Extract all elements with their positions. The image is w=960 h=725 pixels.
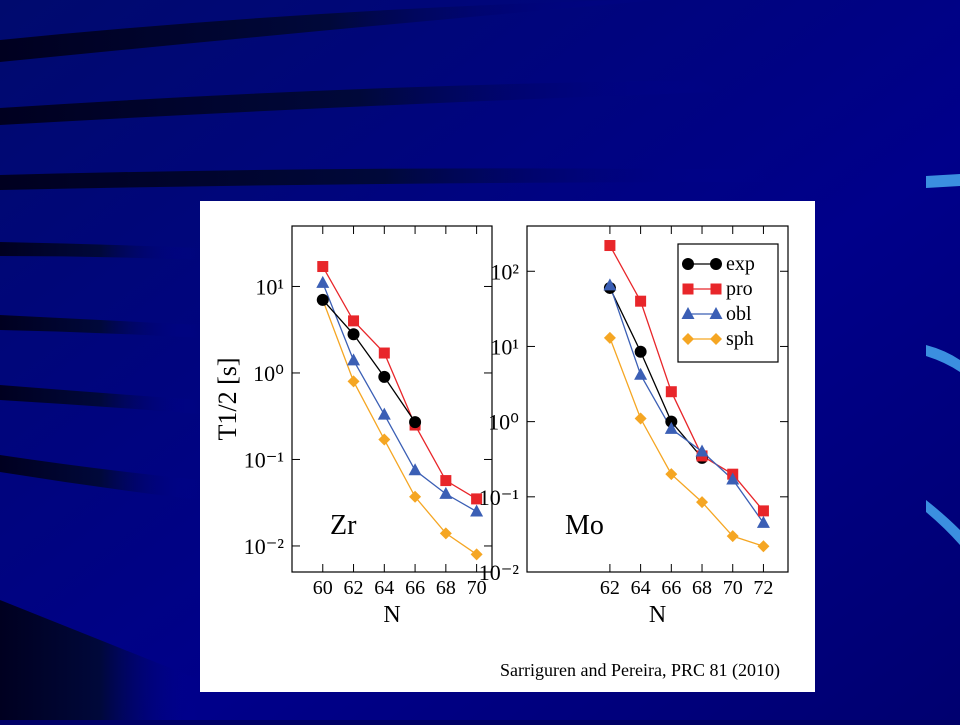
series-line [322, 299, 416, 423]
marker-triangle [634, 367, 648, 380]
marker-square [378, 347, 390, 359]
marker-diamond [409, 490, 422, 503]
plot-frame [291, 225, 493, 573]
x-axis-label: N [649, 602, 666, 628]
marker-diamond [634, 412, 647, 425]
marker-diamond [696, 496, 709, 509]
x-tick-label: 70 [467, 577, 487, 599]
marker-triangle [695, 444, 709, 457]
x-tick-label: 68 [436, 577, 456, 599]
series-line [322, 299, 477, 555]
x-tick-label: 62 [600, 577, 620, 599]
x-tick-label: 66 [661, 577, 681, 599]
y-tick-label: 10⁰ [488, 410, 519, 435]
x-tick-label: 64 [374, 577, 394, 599]
marker-diamond [682, 333, 694, 345]
y-tick-label: 10⁻¹ [244, 447, 284, 472]
marker-triangle [681, 307, 695, 319]
series-line [609, 285, 764, 524]
plot-frame [526, 225, 789, 573]
marker-square [317, 261, 329, 273]
marker-square [440, 475, 452, 487]
x-tick-label: 68 [692, 577, 712, 599]
legend-label: obl [726, 303, 752, 325]
panel-annotation: Zr [330, 510, 357, 541]
plots: 10⁻² 10⁻¹ 10⁰ 10¹ 60 62 64 66 68 70 N T1/2 [s] Zr 10⁻… [213, 225, 789, 628]
marker-diamond [378, 433, 391, 446]
marker-triangle [347, 353, 361, 366]
legend-label: exp [726, 253, 755, 275]
marker-circle [682, 258, 694, 270]
y-tick-label: 10¹ [255, 274, 284, 299]
marker-triangle [756, 515, 770, 528]
marker-circle [409, 416, 422, 429]
y-tick-label: 10⁻² [244, 534, 285, 559]
marker-square [604, 240, 616, 252]
y-tick-label: 10⁰ [253, 361, 284, 386]
y-axis-label: T1/2 [s] [213, 357, 242, 440]
marker-triangle [316, 275, 330, 288]
marker-square [757, 505, 769, 517]
series-line [609, 245, 764, 512]
marker-circle [634, 345, 647, 358]
marker-circle [378, 370, 391, 383]
legend-label: pro [726, 278, 753, 300]
marker-triangle [603, 278, 617, 291]
marker-diamond [665, 468, 678, 481]
marker-triangle [439, 486, 453, 499]
marker-triangle [726, 472, 740, 485]
y-tick-label: 10¹ [490, 334, 519, 359]
marker-square [665, 386, 677, 398]
marker-square [682, 283, 694, 295]
marker-diamond [757, 540, 770, 553]
y-tick-label: 10⁻¹ [479, 485, 519, 510]
y-tick-label: 10² [490, 259, 519, 284]
right-accents [926, 174, 960, 545]
x-tick-label: 72 [753, 577, 773, 599]
x-tick-label: 70 [723, 577, 743, 599]
marker-circle [710, 258, 722, 270]
x-tick-label: 66 [405, 577, 425, 599]
marker-square [348, 315, 360, 327]
panel-annotation: Mo [565, 510, 604, 541]
stripes [0, 0, 770, 720]
y-tick-label: 10⁻² [479, 560, 520, 585]
marker-diamond [470, 548, 483, 561]
x-axis-label: N [383, 602, 400, 628]
x-tick-label: 64 [631, 577, 651, 599]
marker-square [471, 493, 483, 505]
marker-triangle [664, 421, 678, 434]
marker-diamond [347, 375, 360, 388]
marker-square [635, 295, 647, 307]
marker-diamond [726, 530, 739, 543]
marker-diamond [710, 333, 722, 345]
marker-triangle [408, 463, 422, 476]
x-tick-label: 62 [344, 577, 364, 599]
series-line [609, 337, 764, 547]
marker-triangle [709, 307, 723, 319]
marker-triangle [377, 407, 391, 420]
marker-circle [316, 293, 329, 306]
marker-square [710, 283, 722, 295]
x-tick-label: 60 [313, 577, 333, 599]
source-caption: Sarriguren and Pereira, PRC 81 (2010) [500, 660, 780, 681]
marker-diamond [439, 527, 452, 540]
marker-circle [665, 415, 678, 428]
marker-triangle [470, 504, 484, 517]
marker-circle [347, 328, 360, 341]
legend-label: sph [726, 328, 754, 350]
marker-diamond [603, 331, 616, 344]
